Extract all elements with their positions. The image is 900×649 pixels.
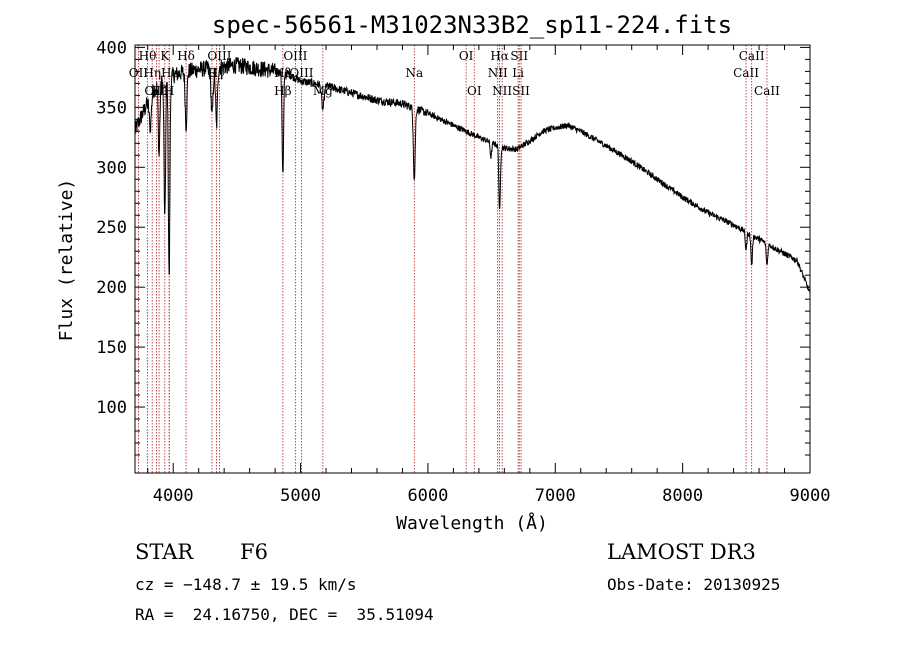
line-label: OIII: [144, 84, 168, 98]
y-axis-ticks: 100 150 200 250 300 350 400: [96, 38, 810, 456]
survey-name: LAMOST DR3: [607, 540, 756, 564]
line-label: CaII: [733, 66, 759, 80]
line-label: Hζ: [151, 84, 168, 98]
line-label: NII: [488, 66, 508, 80]
line-label: Mg: [313, 84, 333, 98]
line-label: Hβ: [274, 84, 291, 98]
line-label: Hα: [490, 49, 509, 63]
redshift-cz: cz = −148.7 ± 19.5 km/s: [135, 575, 357, 594]
line-label: K: [160, 49, 170, 63]
line-label: SII: [510, 49, 528, 63]
x-axis-ticks: 4000 5000 6000 7000 8000 9000: [147, 45, 831, 506]
object-class: STAR: [135, 540, 194, 564]
y-tick-label: 350: [96, 98, 127, 118]
y-tick-label: 100: [96, 398, 127, 418]
spectrum-line: [134, 57, 811, 293]
line-label: Li: [512, 66, 524, 80]
y-tick-label: 250: [96, 218, 127, 238]
y-axis-label: Flux (relative): [56, 179, 77, 342]
line-label: G: [207, 66, 217, 80]
line-label: Hε: [161, 66, 178, 80]
observation-date: Obs-Date: 20130925: [607, 575, 780, 594]
y-tick-label: 300: [96, 158, 127, 178]
line-label: Hη: [143, 66, 161, 80]
line-label: Hγ: [208, 66, 226, 80]
line-label: OIII: [289, 66, 313, 80]
line-label: Hβ: [274, 66, 291, 80]
line-label: Hδ: [177, 49, 195, 63]
line-label: CaII: [739, 49, 765, 63]
y-tick-label: 400: [96, 38, 127, 58]
line-label: NII: [492, 84, 512, 98]
object-subclass: F6: [240, 540, 268, 564]
line-label: Hθ: [139, 49, 157, 63]
x-tick-label: 5000: [280, 486, 321, 506]
coordinates: RA = 24.16750, DEC = 35.51094: [135, 605, 434, 624]
x-tick-label: 6000: [407, 486, 448, 506]
y-tick-label: 150: [96, 338, 127, 358]
line-label: CaII: [754, 84, 780, 98]
x-tick-label: 9000: [790, 486, 831, 506]
spectral-line-markers: [138, 45, 768, 473]
chart-title: spec-56561-M31023N33B2_sp11-224.fits: [212, 11, 732, 39]
line-label: OI: [459, 49, 474, 63]
x-tick-label: 8000: [662, 486, 703, 506]
line-label: OIII: [283, 49, 307, 63]
x-axis-label: Wavelength (Å): [396, 512, 548, 534]
x-tick-label: 4000: [153, 486, 194, 506]
line-label: SII: [512, 84, 530, 98]
x-tick-label: 7000: [535, 486, 576, 506]
line-label: OI: [467, 84, 482, 98]
line-label: OIII: [207, 49, 231, 63]
y-tick-label: 200: [96, 278, 127, 298]
plot-frame: [134, 44, 811, 474]
line-label: Na: [405, 66, 423, 80]
line-label: H: [164, 84, 174, 98]
line-label: OII: [129, 66, 149, 80]
